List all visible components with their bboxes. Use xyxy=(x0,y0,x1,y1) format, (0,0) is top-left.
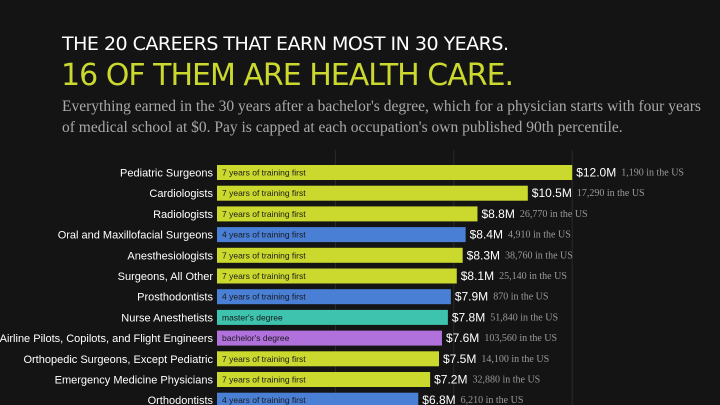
employment-label: 26,770 in the US xyxy=(520,209,588,220)
employment-label: 17,290 in the US xyxy=(577,188,645,199)
bar xyxy=(217,268,457,284)
training-label: 7 years of training first xyxy=(222,209,306,219)
bar xyxy=(217,351,439,367)
employment-label: 14,100 in the US xyxy=(481,354,549,365)
category-label: Nurse Anesthetists xyxy=(121,312,213,324)
bar xyxy=(217,206,478,222)
training-label: 4 years of training first xyxy=(222,395,306,405)
training-label: 4 years of training first xyxy=(222,230,306,240)
employment-label: 1,190 in the US xyxy=(621,168,684,179)
value-label: $6.8M xyxy=(422,393,455,405)
training-label: 7 years of training first xyxy=(222,271,306,281)
employment-label: 25,140 in the US xyxy=(499,271,567,282)
employment-label: 51,840 in the US xyxy=(490,312,558,323)
bar xyxy=(217,227,466,243)
training-label: 4 years of training first xyxy=(222,292,306,302)
employment-label: 103,560 in the US xyxy=(484,333,557,344)
value-label: $8.3M xyxy=(467,248,500,262)
employment-label: 32,880 in the US xyxy=(472,375,540,386)
value-label: $12.0M xyxy=(576,166,616,180)
bar xyxy=(217,330,442,346)
training-label: 7 years of training first xyxy=(222,168,306,178)
value-label: $7.8M xyxy=(452,310,485,324)
training-label: 7 years of training first xyxy=(222,188,306,198)
employment-label: 4,910 in the US xyxy=(508,230,571,241)
employment-label: 870 in the US xyxy=(493,292,548,303)
category-label: Orthopedic Surgeons, Except Pediatric xyxy=(23,354,213,366)
training-label: bachelor's degree xyxy=(222,333,290,343)
value-label: $8.4M xyxy=(470,228,503,242)
category-label: Cardiologists xyxy=(149,188,213,200)
category-label: Oral and Maxillofacial Surgeons xyxy=(58,230,214,242)
value-label: $7.6M xyxy=(446,331,479,345)
training-label: 7 years of training first xyxy=(222,375,306,385)
training-label: 7 years of training first xyxy=(222,250,306,260)
bar xyxy=(217,247,463,263)
value-label: $7.5M xyxy=(443,352,476,366)
chart-subtitle: Everything earned in the 30 years after … xyxy=(62,98,701,136)
bar xyxy=(217,289,451,305)
category-label: Emergency Medicine Physicians xyxy=(55,375,214,387)
bar xyxy=(217,165,573,180)
employment-label: 38,760 in the US xyxy=(505,250,573,261)
employment-label: 6,210 in the US xyxy=(461,395,524,405)
training-label: master's degree xyxy=(222,312,283,322)
category-label: Anesthesiologists xyxy=(127,250,213,262)
value-label: $7.2M xyxy=(434,373,467,387)
bar xyxy=(217,309,448,325)
bar xyxy=(217,185,528,201)
chart-headline: 16 OF THEM ARE HEALTH CARE. xyxy=(61,58,514,93)
value-label: $8.1M xyxy=(461,269,494,283)
category-label: Radiologists xyxy=(153,209,213,221)
value-label: $8.8M xyxy=(481,207,514,221)
value-label: $10.5M xyxy=(532,186,572,200)
bar xyxy=(217,372,431,387)
category-label: Prosthodontists xyxy=(137,292,213,304)
category-label: Pediatric Surgeons xyxy=(120,168,213,180)
value-label: $7.9M xyxy=(455,290,488,304)
chart-title: THE 20 CAREERS THAT EARN MOST IN 30 YEAR… xyxy=(62,33,509,55)
category-label: Airline Pilots, Copilots, and Flight Eng… xyxy=(0,333,213,345)
category-label: Surgeons, All Other xyxy=(118,271,214,283)
training-label: 7 years of training first xyxy=(222,354,306,364)
bar xyxy=(217,392,419,405)
category-label: Orthodontists xyxy=(148,395,214,405)
